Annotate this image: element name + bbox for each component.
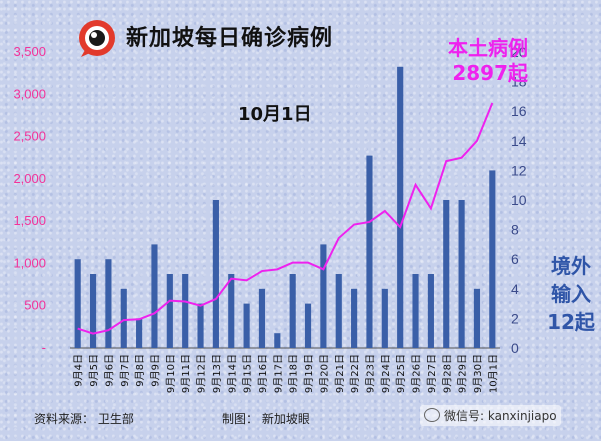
x-axis-tick-label: 9月10日	[165, 354, 177, 393]
right-axis-tick-label: 0	[511, 340, 519, 356]
imported-case-bar	[304, 303, 312, 348]
imported-case-bar	[397, 66, 404, 349]
imported-case-bar	[258, 288, 266, 348]
right-axis-tick-label: 4	[511, 281, 519, 297]
x-axis-tick-label: 9月22日	[349, 354, 361, 393]
imported-case-bar	[366, 155, 373, 348]
x-axis-tick-label: 9月25日	[395, 354, 407, 393]
logo-icon	[76, 17, 118, 59]
left-axis-tick-label: 3,500	[13, 44, 46, 59]
imported-case-bar	[136, 318, 143, 348]
imported-case-bar	[243, 303, 250, 348]
imported-case-bar	[120, 288, 127, 348]
imported-case-bar	[412, 274, 419, 348]
x-axis-tick-label: 9月12日	[196, 354, 208, 393]
local-cases-label: 本土病例	[448, 36, 528, 60]
left-axis-tick-label: 1,500	[13, 213, 46, 228]
imported-case-bar	[74, 259, 81, 348]
imported-case-bar	[289, 274, 296, 348]
right-axis-tick-label: 6	[511, 251, 519, 267]
x-axis-tick-label: 9月15日	[242, 354, 254, 393]
imported-case-bar	[351, 288, 358, 348]
imported-cases-count: 12起	[547, 310, 595, 334]
right-axis-tick-label: 16	[511, 103, 527, 119]
local-cases-count: 2897起	[452, 61, 528, 85]
x-axis-tick-label: 9月21日	[334, 354, 346, 393]
chart-title: 新加坡每日确诊病例	[126, 26, 334, 51]
x-axis-tick-label: 9月5日	[88, 354, 100, 387]
x-axis-tick-label: 9月29日	[457, 354, 469, 393]
right-axis-tick-label: 20	[511, 44, 527, 60]
local-cases-callout: 本土病例 2897起	[420, 36, 528, 86]
x-axis-tick-label: 9月14日	[226, 354, 238, 393]
x-axis-tick-label: 9月7日	[119, 354, 131, 387]
x-axis-tick-label: 9月13日	[211, 354, 223, 393]
imported-case-bar	[182, 274, 189, 348]
x-axis-tick-label: 9月4日	[73, 354, 85, 387]
imported-label-line2: 输入	[551, 282, 591, 306]
imported-case-bar	[212, 200, 219, 348]
imported-case-bar	[381, 288, 388, 348]
left-axis-tick-label: 500	[24, 298, 46, 313]
imported-case-bar	[320, 244, 327, 348]
imported-case-bar	[443, 200, 450, 348]
x-axis-tick-label: 9月23日	[364, 354, 376, 393]
imported-case-bar	[274, 333, 281, 348]
wechat-id: 微信号: kanxinjiapo	[444, 409, 557, 423]
imported-label-line1: 境外	[551, 254, 591, 278]
x-axis-tick-label: 10月1日	[487, 354, 499, 393]
imported-case-bar	[473, 288, 481, 348]
x-axis-tick-label: 9月8日	[134, 354, 146, 387]
imported-case-bar	[166, 274, 173, 348]
right-axis-tick-label: 14	[511, 133, 527, 149]
x-axis-tick-label: 9月27日	[426, 354, 438, 393]
source-credit: 资料来源： 卫生部	[34, 412, 134, 426]
x-axis-tick-label: 9月6日	[103, 354, 115, 387]
imported-case-bar	[228, 274, 235, 348]
imported-cases-callout: 境外 输入 12起	[543, 252, 599, 336]
x-axis-tick-label: 9月28日	[441, 354, 453, 393]
x-axis-tick-label: 9月30日	[472, 354, 484, 393]
imported-case-bar	[458, 200, 465, 348]
right-axis-tick-label: 8	[511, 222, 519, 238]
chart-credit: 制图： 新加坡眼	[222, 412, 310, 426]
right-axis-tick-label: 2	[511, 310, 519, 326]
x-axis-tick-label: 9月20日	[318, 354, 330, 393]
local-cases-line	[77, 102, 494, 335]
wechat-badge: 微信号: kanxinjiapo	[420, 405, 561, 426]
imported-case-bar	[105, 259, 112, 348]
x-axis-tick-label: 9月16日	[257, 354, 269, 393]
left-axis-tick-label: 1,000	[13, 255, 46, 270]
left-axis-tick-label: 2,000	[13, 171, 46, 186]
right-axis-tick-label: 12	[511, 162, 527, 178]
x-axis-tick-label: 9月26日	[411, 354, 423, 393]
imported-case-bar	[335, 274, 342, 348]
right-axis-tick-label: 18	[511, 74, 527, 90]
imported-case-bar	[89, 274, 97, 348]
chart-date: 10月1日	[238, 104, 312, 125]
x-axis-tick-label: 9月9日	[149, 354, 161, 387]
imported-case-bar	[197, 303, 204, 348]
x-axis-tick-label: 9月19日	[303, 354, 315, 393]
imported-case-bar	[427, 274, 434, 348]
imported-case-bar	[489, 170, 496, 348]
left-axis-tick-label: -	[42, 340, 46, 355]
left-axis-tick-label: 2,500	[13, 129, 46, 144]
x-axis-tick-label: 9月11日	[180, 354, 192, 393]
x-axis-tick-label: 9月17日	[272, 354, 284, 393]
wechat-icon	[424, 408, 440, 422]
imported-case-bar	[151, 244, 158, 348]
x-axis-tick-label: 9月18日	[288, 354, 300, 393]
right-axis-tick-label: 10	[511, 192, 527, 208]
x-axis-tick-label: 9月24日	[380, 354, 392, 393]
left-axis-tick-label: 3,000	[13, 86, 46, 101]
